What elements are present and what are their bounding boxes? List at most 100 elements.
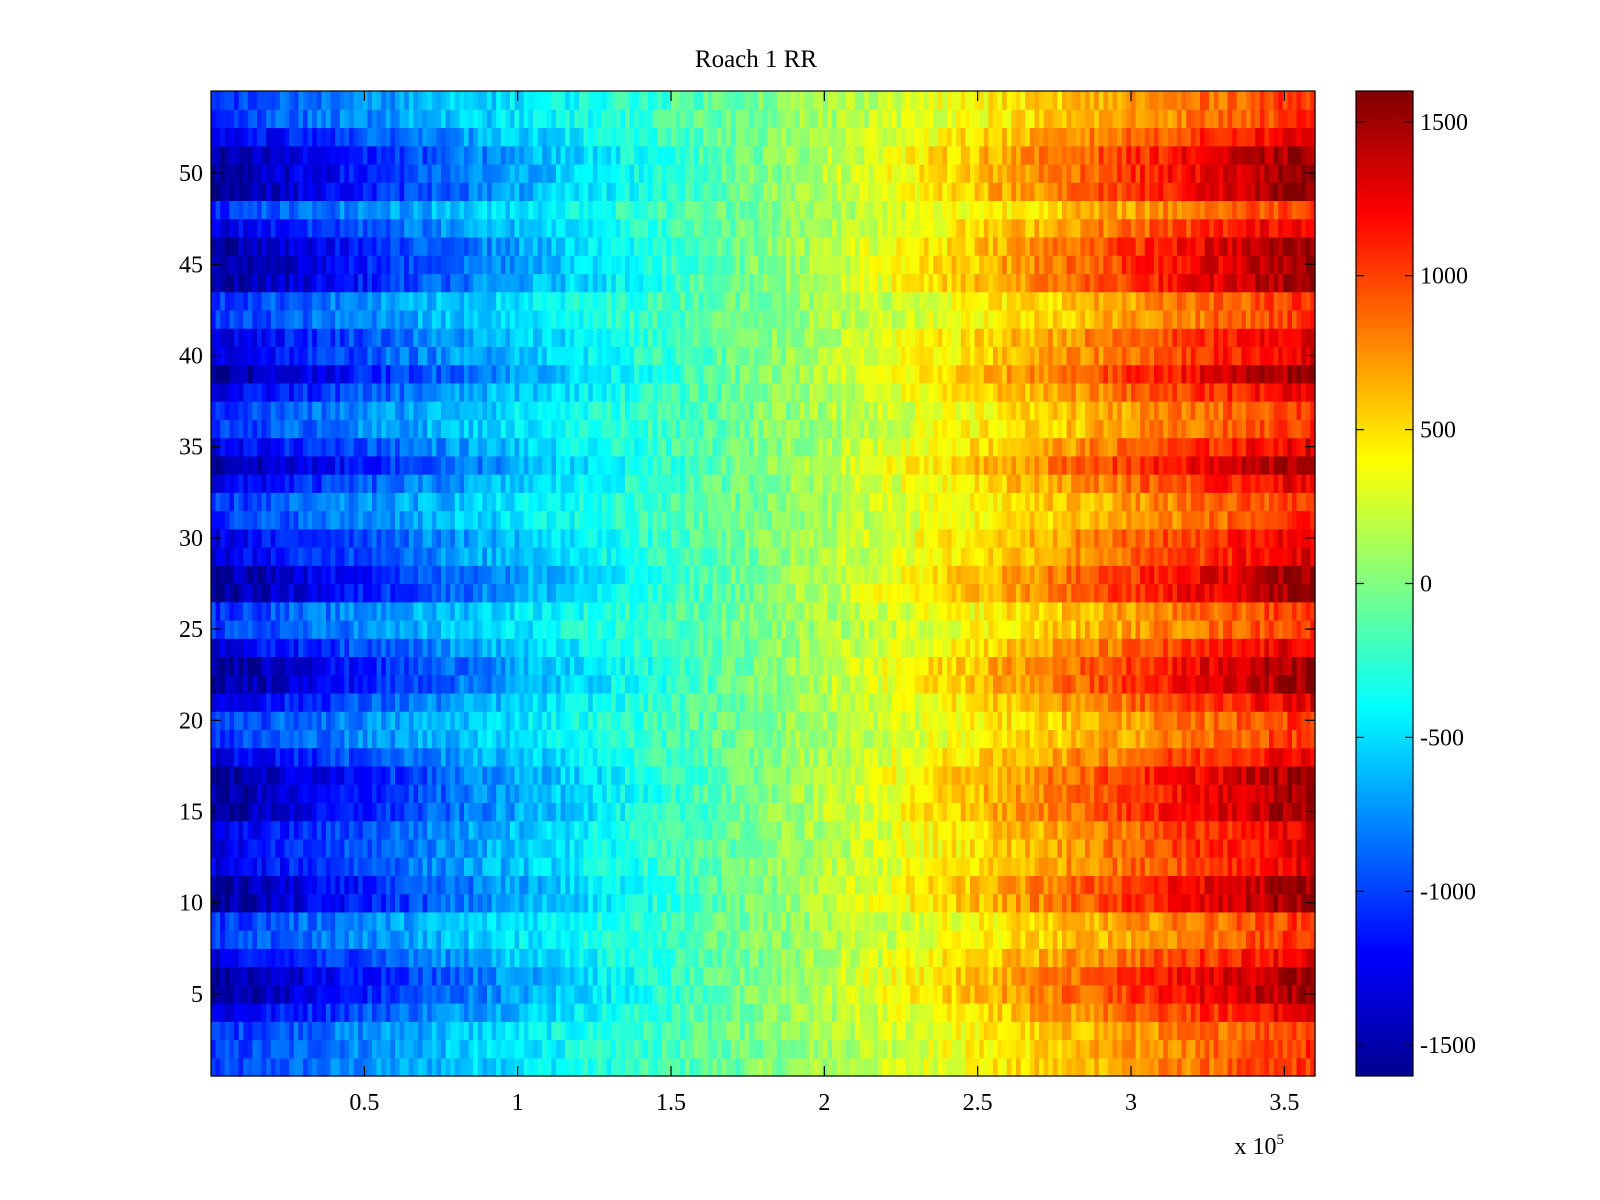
heatmap-cell [997, 802, 1003, 822]
heatmap-cell [418, 1021, 424, 1041]
heatmap-cell [671, 948, 677, 968]
heatmap-cell [1218, 729, 1224, 749]
heatmap-cell [215, 1039, 221, 1059]
heatmap-cell [293, 765, 299, 785]
heatmap-cell [740, 1003, 746, 1022]
heatmap-cell [1108, 820, 1114, 840]
heatmap-cell [859, 857, 865, 876]
heatmap-cell [1025, 729, 1031, 749]
heatmap-cell [1149, 857, 1155, 876]
heatmap-cell [661, 857, 667, 876]
heatmap-cell [312, 966, 318, 986]
heatmap-cell [1172, 747, 1178, 767]
heatmap-cell [942, 1039, 948, 1059]
heatmap-cell [1177, 1057, 1183, 1077]
heatmap-cell [1025, 1021, 1031, 1041]
heatmap-cell [1163, 1057, 1169, 1077]
heatmap-cell [1181, 911, 1187, 931]
heatmap-cell [312, 984, 318, 1004]
heatmap-cell [1006, 692, 1012, 712]
heatmap-cell [339, 729, 345, 749]
heatmap-cell [928, 820, 934, 840]
heatmap-cell [482, 784, 488, 803]
heatmap-cell [339, 857, 345, 876]
heatmap-cell [634, 1057, 640, 1077]
heatmap-cell [533, 838, 539, 858]
heatmap-cell [574, 930, 580, 949]
heatmap-cell [243, 820, 249, 840]
heatmap-cell [937, 711, 943, 731]
heatmap-cell [464, 838, 470, 858]
heatmap-cell [427, 711, 433, 731]
heatmap-cell [1232, 802, 1238, 822]
heatmap-cell [905, 729, 911, 749]
heatmap-cell [680, 966, 686, 986]
heatmap-cell [882, 875, 888, 895]
heatmap-cell [261, 966, 267, 986]
heatmap-cell [772, 1057, 778, 1077]
heatmap-cell [914, 1057, 920, 1077]
heatmap-cell [983, 857, 989, 876]
heatmap-cell [956, 857, 962, 876]
heatmap-cell [1144, 711, 1150, 731]
heatmap-cell [1310, 820, 1316, 840]
heatmap-cell [427, 911, 433, 931]
heatmap-cell [629, 930, 635, 949]
heatmap-cell [763, 1021, 769, 1041]
heatmap-cell [753, 911, 759, 931]
heatmap-cell [868, 1039, 874, 1059]
heatmap-cell [707, 911, 713, 931]
heatmap-cell [947, 930, 953, 949]
heatmap-cell [1057, 930, 1063, 949]
heatmap-cell [850, 893, 856, 913]
heatmap-cell [270, 966, 276, 986]
heatmap-cell [841, 711, 847, 731]
heatmap-cell [473, 911, 479, 931]
heatmap-cell [312, 765, 318, 785]
heatmap-cell [1135, 802, 1141, 822]
heatmap-cell [712, 930, 718, 949]
heatmap-cell [887, 692, 893, 712]
heatmap-cell [841, 747, 847, 767]
heatmap-cell [583, 838, 589, 858]
heatmap-cell [307, 784, 313, 803]
heatmap-cell [1062, 875, 1068, 895]
heatmap-cell [519, 747, 525, 767]
heatmap-cell [464, 820, 470, 840]
heatmap-cell [896, 838, 902, 858]
heatmap-cell [579, 1003, 585, 1022]
heatmap-cell [763, 1039, 769, 1059]
heatmap-cell [556, 948, 562, 968]
heatmap-cell [643, 729, 649, 749]
heatmap-cell [947, 711, 953, 731]
heatmap-cell [1305, 911, 1311, 931]
heatmap-cell [643, 857, 649, 876]
heatmap-cell [326, 893, 332, 913]
heatmap-cell [376, 984, 382, 1004]
heatmap-cell [468, 857, 474, 876]
heatmap-cell [238, 1003, 244, 1022]
heatmap-cell [625, 857, 631, 876]
heatmap-cell [1126, 747, 1132, 767]
heatmap-cell [542, 1039, 548, 1059]
heatmap-cell [1066, 692, 1072, 712]
heatmap-cell [1273, 930, 1279, 949]
heatmap-cell [261, 1039, 267, 1059]
heatmap-cell [979, 1057, 985, 1077]
heatmap-cell [464, 1021, 470, 1041]
heatmap-cell [1002, 984, 1008, 1004]
heatmap-cell [937, 930, 943, 949]
heatmap-cell [1209, 966, 1215, 986]
heatmap-cell [1006, 838, 1012, 858]
heatmap-cell [275, 802, 281, 822]
heatmap-cell [1273, 948, 1279, 968]
heatmap-cell [473, 765, 479, 785]
heatmap-cell [574, 911, 580, 931]
heatmap-cell [1204, 1021, 1210, 1041]
heatmap-cell [698, 838, 704, 858]
heatmap-cell [505, 857, 511, 876]
heatmap-cell [951, 930, 957, 949]
heatmap-cell [666, 1039, 672, 1059]
heatmap-cell [330, 893, 336, 913]
heatmap-cell [1117, 966, 1123, 986]
